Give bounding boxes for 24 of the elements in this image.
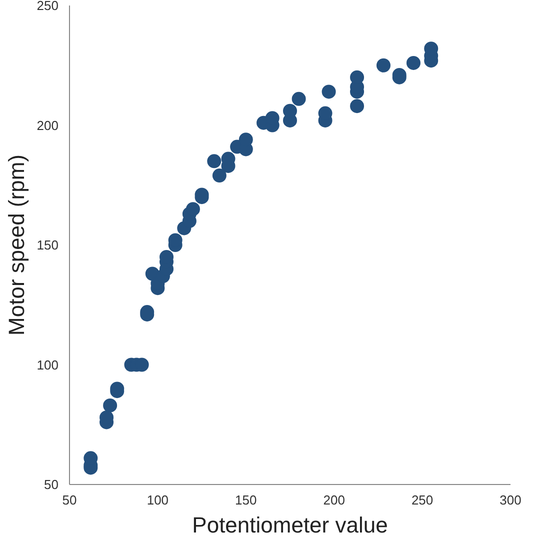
x-tick-label: 150 — [235, 492, 257, 508]
y-tick-label: 50 — [44, 477, 59, 492]
y-tick-label: 100 — [36, 357, 59, 372]
x-tick-label: 200 — [323, 492, 345, 508]
point — [350, 99, 364, 114]
x-tick-label: 300 — [500, 492, 522, 508]
y-axis-title: Motor speed (rpm) — [4, 154, 29, 336]
y-tick-label: 250 — [36, 0, 59, 13]
y-tick-label: 150 — [36, 238, 59, 252]
point — [212, 168, 226, 183]
point — [207, 154, 222, 168]
point — [322, 84, 336, 99]
x-axis-title: Potentiometer value — [192, 512, 388, 538]
x-tick-label: 250 — [411, 492, 434, 508]
point — [350, 70, 364, 84]
point — [283, 104, 297, 118]
point — [376, 58, 390, 72]
y-tick-label: 200 — [36, 118, 59, 133]
point — [186, 202, 200, 216]
x-tick-label: 100 — [146, 492, 169, 508]
point — [292, 92, 306, 106]
point — [103, 398, 118, 412]
x-tick-label: 50 — [62, 492, 77, 508]
point — [406, 56, 420, 70]
